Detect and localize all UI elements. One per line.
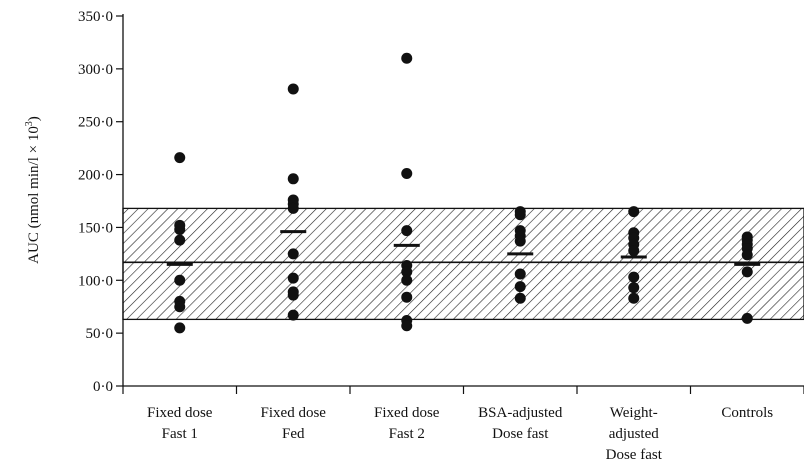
data-point [514, 235, 526, 247]
data-point [401, 291, 413, 303]
data-point [174, 234, 186, 246]
y-axis-label: AUC (nmol min/l × 103) [24, 116, 42, 264]
data-point [287, 309, 299, 321]
data-point [174, 322, 186, 334]
category-label: Fixed dose Fast 1 [147, 405, 213, 442]
category-label-line: Fast 2 [389, 426, 425, 442]
data-point [401, 266, 413, 278]
data-point [514, 268, 526, 280]
category-group [166, 152, 193, 334]
data-point [741, 312, 753, 324]
data-point [174, 301, 186, 313]
y-tick-label: 100·0 [78, 273, 113, 289]
y-axis-label-main: AUC (nmol min/l × 10 [26, 126, 42, 264]
data-point [741, 266, 753, 278]
category-label: Weight-adjusted Dose fast [606, 405, 663, 463]
data-marks [166, 52, 761, 334]
data-point [401, 52, 413, 64]
data-point [741, 249, 753, 261]
data-point [287, 248, 299, 260]
category-label-line: Fixed dose [374, 405, 440, 421]
category-group [620, 206, 647, 304]
category-label-line: adjusted [609, 426, 659, 442]
category-label-line: Fast 1 [162, 426, 198, 442]
data-point [628, 292, 640, 304]
data-point [628, 271, 640, 283]
category-label-line: Fixed dose [261, 405, 327, 421]
category-label: Controls [721, 405, 773, 421]
data-point [401, 225, 413, 237]
category-label-line: Controls [721, 405, 773, 421]
y-axis-label-superscript: 3 [24, 121, 35, 126]
data-point [628, 282, 640, 294]
category-group [734, 231, 761, 324]
category-group [280, 83, 307, 321]
axes: 0·0 50·0 100·0 150·0 200·0 250·0 300·0 350·0 Fix… [78, 9, 804, 463]
category-group [393, 52, 420, 332]
data-point [174, 152, 186, 164]
data-point [628, 245, 640, 257]
reference-band [122, 207, 804, 321]
data-point [401, 320, 413, 332]
y-tick-label: 250·0 [78, 115, 113, 131]
data-point [287, 272, 299, 284]
data-point [514, 292, 526, 304]
category-group [507, 206, 534, 304]
data-point [287, 202, 299, 214]
reference-band-area [122, 207, 804, 321]
category-label: Fixed dose Fast 2 [374, 405, 440, 442]
category-label-line: Fed [282, 426, 305, 442]
category-label: BSA-adjusted Dose fast [478, 405, 563, 442]
y-tick-label: 0·0 [93, 379, 113, 395]
data-point [174, 224, 186, 236]
data-point [514, 281, 526, 293]
category-label-line: Dose fast [492, 426, 549, 442]
y-tick-label: 150·0 [78, 220, 113, 236]
y-axis-label-close: ) [26, 116, 42, 121]
y-tick-label: 50·0 [86, 326, 114, 342]
category-label-line: Dose fast [606, 447, 663, 463]
category-label-line: Fixed dose [147, 405, 213, 421]
data-point [628, 206, 640, 218]
data-point [287, 173, 299, 185]
y-tick-label: 300·0 [78, 62, 113, 78]
data-point [287, 289, 299, 301]
category-label: Fixed dose Fed [261, 405, 327, 442]
category-label-line: BSA-adjusted [478, 405, 563, 421]
y-tick-label: 200·0 [78, 168, 113, 184]
data-point [401, 168, 413, 180]
data-point [401, 274, 413, 286]
data-point [514, 209, 526, 221]
data-point [287, 83, 299, 95]
data-point [174, 274, 186, 286]
category-label-line: Weight- [610, 405, 658, 421]
y-tick-label: 350·0 [78, 9, 113, 25]
